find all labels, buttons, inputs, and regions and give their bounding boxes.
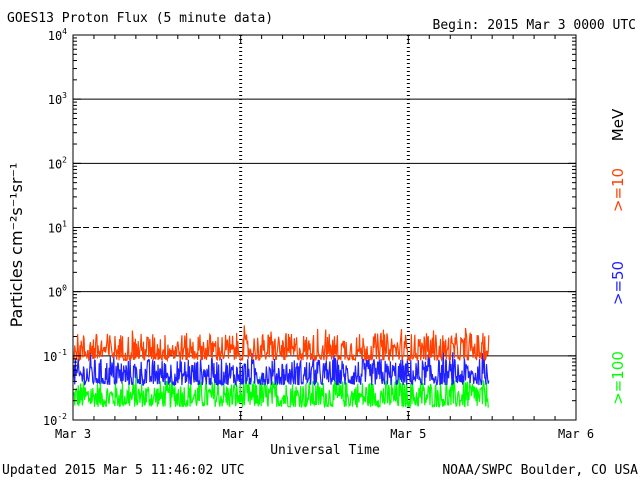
legend-entry: >=10: [609, 168, 627, 212]
legend: MeV >=10 >=50 >=100: [609, 108, 627, 405]
x-tick-label: Mar 5: [390, 427, 426, 441]
y-tick-label: 104: [48, 27, 67, 43]
updated-timestamp: Updated 2015 Mar 5 11:46:02 UTC: [2, 463, 245, 478]
y-tick-label: 103: [48, 91, 67, 107]
y-tick-label: 10-1: [43, 348, 67, 364]
series-ge10: [72, 325, 490, 363]
grid-lines: [73, 35, 576, 420]
begin-time: Begin: 2015 Mar 3 0000 UTC: [433, 18, 637, 33]
plot-frame: [72, 34, 577, 421]
x-tick-labels: Mar 3 Mar 4 Mar 5 Mar 6: [55, 427, 594, 441]
axis-ticks: [72, 35, 577, 421]
x-tick-label: Mar 3: [55, 427, 91, 441]
y-tick-label: 10-2: [43, 412, 67, 428]
legend-entry: >=50: [609, 261, 627, 305]
series-layer: [72, 325, 490, 409]
x-tick-label: Mar 4: [223, 427, 259, 441]
y-tick-label: 102: [48, 155, 67, 171]
y-tick-label: 101: [48, 220, 67, 236]
credit-line: NOAA/SWPC Boulder, CO USA: [442, 463, 638, 478]
series-ge100: [72, 373, 490, 409]
y-axis-label: Particles cm⁻²s⁻¹sr⁻¹: [7, 163, 26, 328]
chart-title: GOES13 Proton Flux (5 minute data): [7, 11, 273, 26]
legend-unit: MeV: [609, 108, 627, 141]
y-tick-label: 100: [48, 284, 67, 300]
x-tick-label: Mar 6: [558, 427, 594, 441]
legend-entry: >=100: [609, 351, 627, 405]
series-ge50: [72, 351, 490, 388]
y-tick-labels: 10-2 10-1 100 101 102 103 104: [43, 27, 67, 428]
x-axis-label: Universal Time: [270, 443, 380, 458]
